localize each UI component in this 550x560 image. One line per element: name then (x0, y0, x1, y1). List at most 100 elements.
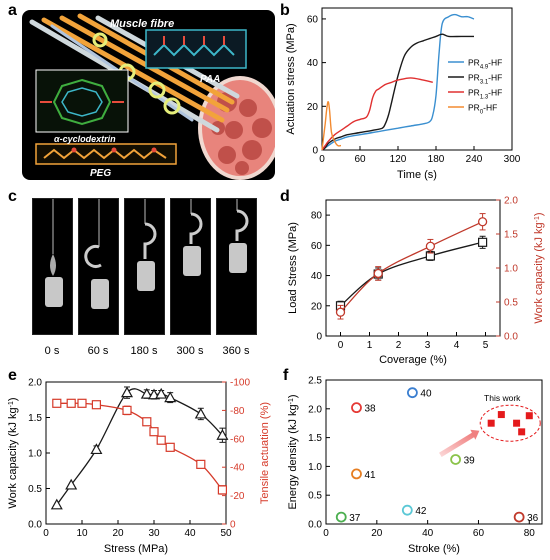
x-tick-label: 10 (76, 528, 88, 539)
legend-entry: PR1.3-HF (468, 88, 502, 101)
y2-tick-label: -100 (230, 378, 250, 389)
y2-axis-title: Tensile actuation (%) (259, 402, 271, 504)
point-label: 39 (464, 455, 476, 466)
x-tick-label: 120 (390, 154, 407, 165)
photo-caption: 300 s (176, 345, 204, 357)
trend-arrow (439, 432, 475, 458)
data-point (90, 443, 103, 455)
x-tick-label: 40 (184, 528, 196, 539)
photo-frame-60s (78, 198, 119, 335)
x-tick-label: 180 (428, 154, 445, 165)
x-tick-label: 2 (396, 340, 402, 351)
y2-tick-label: 2.0 (504, 196, 518, 207)
plot-frame (325, 379, 543, 525)
data-point (217, 485, 227, 495)
cyclodextrin-ring-icon (92, 32, 108, 48)
cyclodextrin-label: α-cyclodextrin (54, 134, 116, 144)
y2-tick-label: 0.0 (504, 332, 518, 343)
plot-frame (321, 7, 513, 151)
x-tick-label: 4 (454, 340, 460, 351)
photo-frame-0s (32, 198, 73, 335)
y2-tick-label: -80 (230, 406, 245, 417)
y2-tick-label: -20 (230, 491, 245, 502)
x-tick-label: 20 (371, 528, 383, 539)
x-axis-title: Coverage (%) (379, 354, 447, 366)
peg-label: PEG (90, 168, 111, 179)
x-tick-label: 40 (422, 528, 434, 539)
x-tick-label: 60 (354, 154, 366, 165)
y-tick-label: 2.0 (308, 404, 322, 415)
data-point (335, 307, 346, 317)
data-point (401, 504, 413, 516)
data-point (155, 387, 168, 399)
y-tick-label: 1.5 (28, 413, 42, 424)
x-axis-title: Stress (MPa) (104, 543, 168, 555)
y-tick-label: 2.0 (28, 378, 42, 389)
y-axis-title: Energy density (kJ kg-1) (287, 394, 299, 509)
panel-label-a: a (8, 2, 17, 19)
photo-frame-180s (124, 198, 165, 335)
y-tick-label: 1.5 (308, 433, 322, 444)
cyclodextrin-ring-icon (148, 81, 166, 99)
y-tick-label: 0 (316, 332, 322, 343)
y2-tick-label: 1.5 (504, 230, 518, 241)
point-label: 38 (364, 404, 376, 415)
point-label: 41 (364, 470, 376, 481)
photo-frame-360s (216, 198, 257, 335)
panel-label-b: b (280, 2, 290, 19)
x-tick-label: 0 (319, 154, 325, 165)
point-label: 40 (420, 389, 432, 400)
x-tick-label: 0 (323, 528, 329, 539)
x-tick-label: 0 (43, 528, 49, 539)
data-point (513, 511, 525, 523)
panel-label-f: f (283, 367, 289, 384)
y-axis-title: Load Stress (MPa) (287, 222, 299, 314)
y-tick-label: 1.0 (308, 462, 322, 473)
y-axis-title: Work capacity (kJ kg-1) (7, 397, 19, 508)
data-point (406, 387, 418, 399)
data-point (425, 241, 436, 251)
y2-axis-title: Work capacity (kJ kg-1) (533, 212, 545, 323)
x-tick-label: 50 (220, 528, 232, 539)
x-tick-label: 20 (112, 528, 124, 539)
photo-caption: 360 s (222, 345, 250, 357)
paa-label: PAA (200, 74, 220, 85)
data-point (122, 405, 132, 416)
y-tick-label: 60 (307, 14, 319, 25)
data-point (91, 400, 102, 410)
y-tick-label: 0.5 (28, 484, 42, 495)
photo-caption: 0 s (44, 345, 60, 357)
x-tick-label: 60 (473, 528, 485, 539)
x-tick-label: 3 (425, 340, 431, 351)
data-point (149, 427, 159, 437)
data-point (77, 398, 87, 408)
y2-tick-label: 1.0 (504, 264, 518, 275)
chart-e-stress: 0 10 20 30 40 50 0.0 0.5 1.0 1.5 2.0 0 -20 -40 -60 -80 -… (7, 378, 271, 556)
legend-entry: PR0-HF (468, 103, 497, 116)
panel-label-c: c (8, 188, 17, 205)
data-point (196, 459, 206, 469)
y-tick-label: 0.5 (308, 491, 322, 502)
point-label: 37 (349, 513, 361, 524)
data-point (450, 454, 462, 465)
point-label: 42 (415, 506, 427, 517)
series-line (321, 13, 475, 151)
y-tick-label: 0.0 (28, 520, 42, 531)
panel-label-e: e (8, 367, 17, 384)
x-tick-label: 300 (504, 154, 521, 165)
chart-d-coverage: 0 1 2 3 4 5 0 20 40 60 80 0.0 0.5 1.0 1.5 2.0 Coverage (… (287, 196, 545, 367)
data-point (373, 268, 383, 279)
data-point (164, 391, 177, 403)
data-point (335, 511, 347, 523)
point-label: 36 (527, 513, 539, 524)
data-point (142, 417, 152, 427)
x-axis-title: Stroke (%) (408, 543, 460, 555)
y2-tick-label: -40 (230, 463, 245, 474)
this-work-point (487, 419, 495, 427)
y-tick-label: 40 (307, 58, 319, 69)
muscle-fibre-label: Muscle fibre (110, 18, 174, 30)
y-tick-label: 60 (311, 241, 323, 252)
data-point (66, 398, 76, 408)
series-line (340, 221, 483, 313)
photo-frame-300s (170, 198, 211, 335)
